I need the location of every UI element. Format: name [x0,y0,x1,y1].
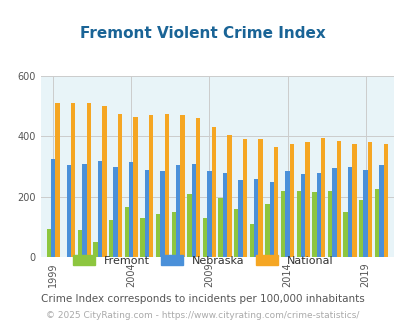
Bar [187,194,191,257]
Bar [171,212,175,257]
Bar [82,164,86,257]
Bar [311,192,316,257]
Bar [269,182,273,257]
Bar [327,191,331,257]
Text: Crime Index corresponds to incidents per 100,000 inhabitants: Crime Index corresponds to incidents per… [41,294,364,304]
Bar [280,191,285,257]
Bar [98,161,102,257]
Bar [47,229,51,257]
Bar [238,180,242,257]
Bar [258,139,262,257]
Bar [378,165,383,257]
Bar [129,162,133,257]
Bar [242,139,247,257]
Bar [207,171,211,257]
Bar [175,165,180,257]
Bar [109,219,113,257]
Bar [164,114,168,257]
Bar [300,174,305,257]
Bar [144,170,149,257]
Bar [374,189,378,257]
Bar [222,173,227,257]
Bar [191,164,196,257]
Bar [71,103,75,257]
Bar [66,165,71,257]
Bar [149,115,153,257]
Bar [347,167,352,257]
Bar [133,117,137,257]
Bar [367,143,371,257]
Bar [352,144,356,257]
Bar [124,208,129,257]
Bar [320,138,324,257]
Bar [78,230,82,257]
Legend: Fremont, Nebraska, National: Fremont, Nebraska, National [68,250,337,270]
Bar [383,144,387,257]
Bar [358,200,362,257]
Bar [362,170,367,257]
Bar [113,167,117,257]
Bar [211,127,215,257]
Bar [140,218,144,257]
Bar [86,103,91,257]
Bar [196,118,200,257]
Bar [55,103,60,257]
Bar [316,173,320,257]
Bar [102,106,106,257]
Bar [249,224,254,257]
Bar [343,212,347,257]
Bar [227,135,231,257]
Bar [117,114,122,257]
Bar [289,144,293,257]
Bar [218,198,222,257]
Text: © 2025 CityRating.com - https://www.cityrating.com/crime-statistics/: © 2025 CityRating.com - https://www.city… [46,311,359,320]
Bar [160,171,164,257]
Bar [51,159,55,257]
Bar [180,115,184,257]
Bar [305,143,309,257]
Bar [93,242,98,257]
Bar [156,214,160,257]
Bar [285,171,289,257]
Bar [296,191,300,257]
Bar [336,141,340,257]
Bar [265,205,269,257]
Text: Fremont Violent Crime Index: Fremont Violent Crime Index [80,26,325,41]
Bar [331,168,336,257]
Bar [254,179,258,257]
Bar [234,209,238,257]
Bar [273,147,278,257]
Bar [202,218,207,257]
